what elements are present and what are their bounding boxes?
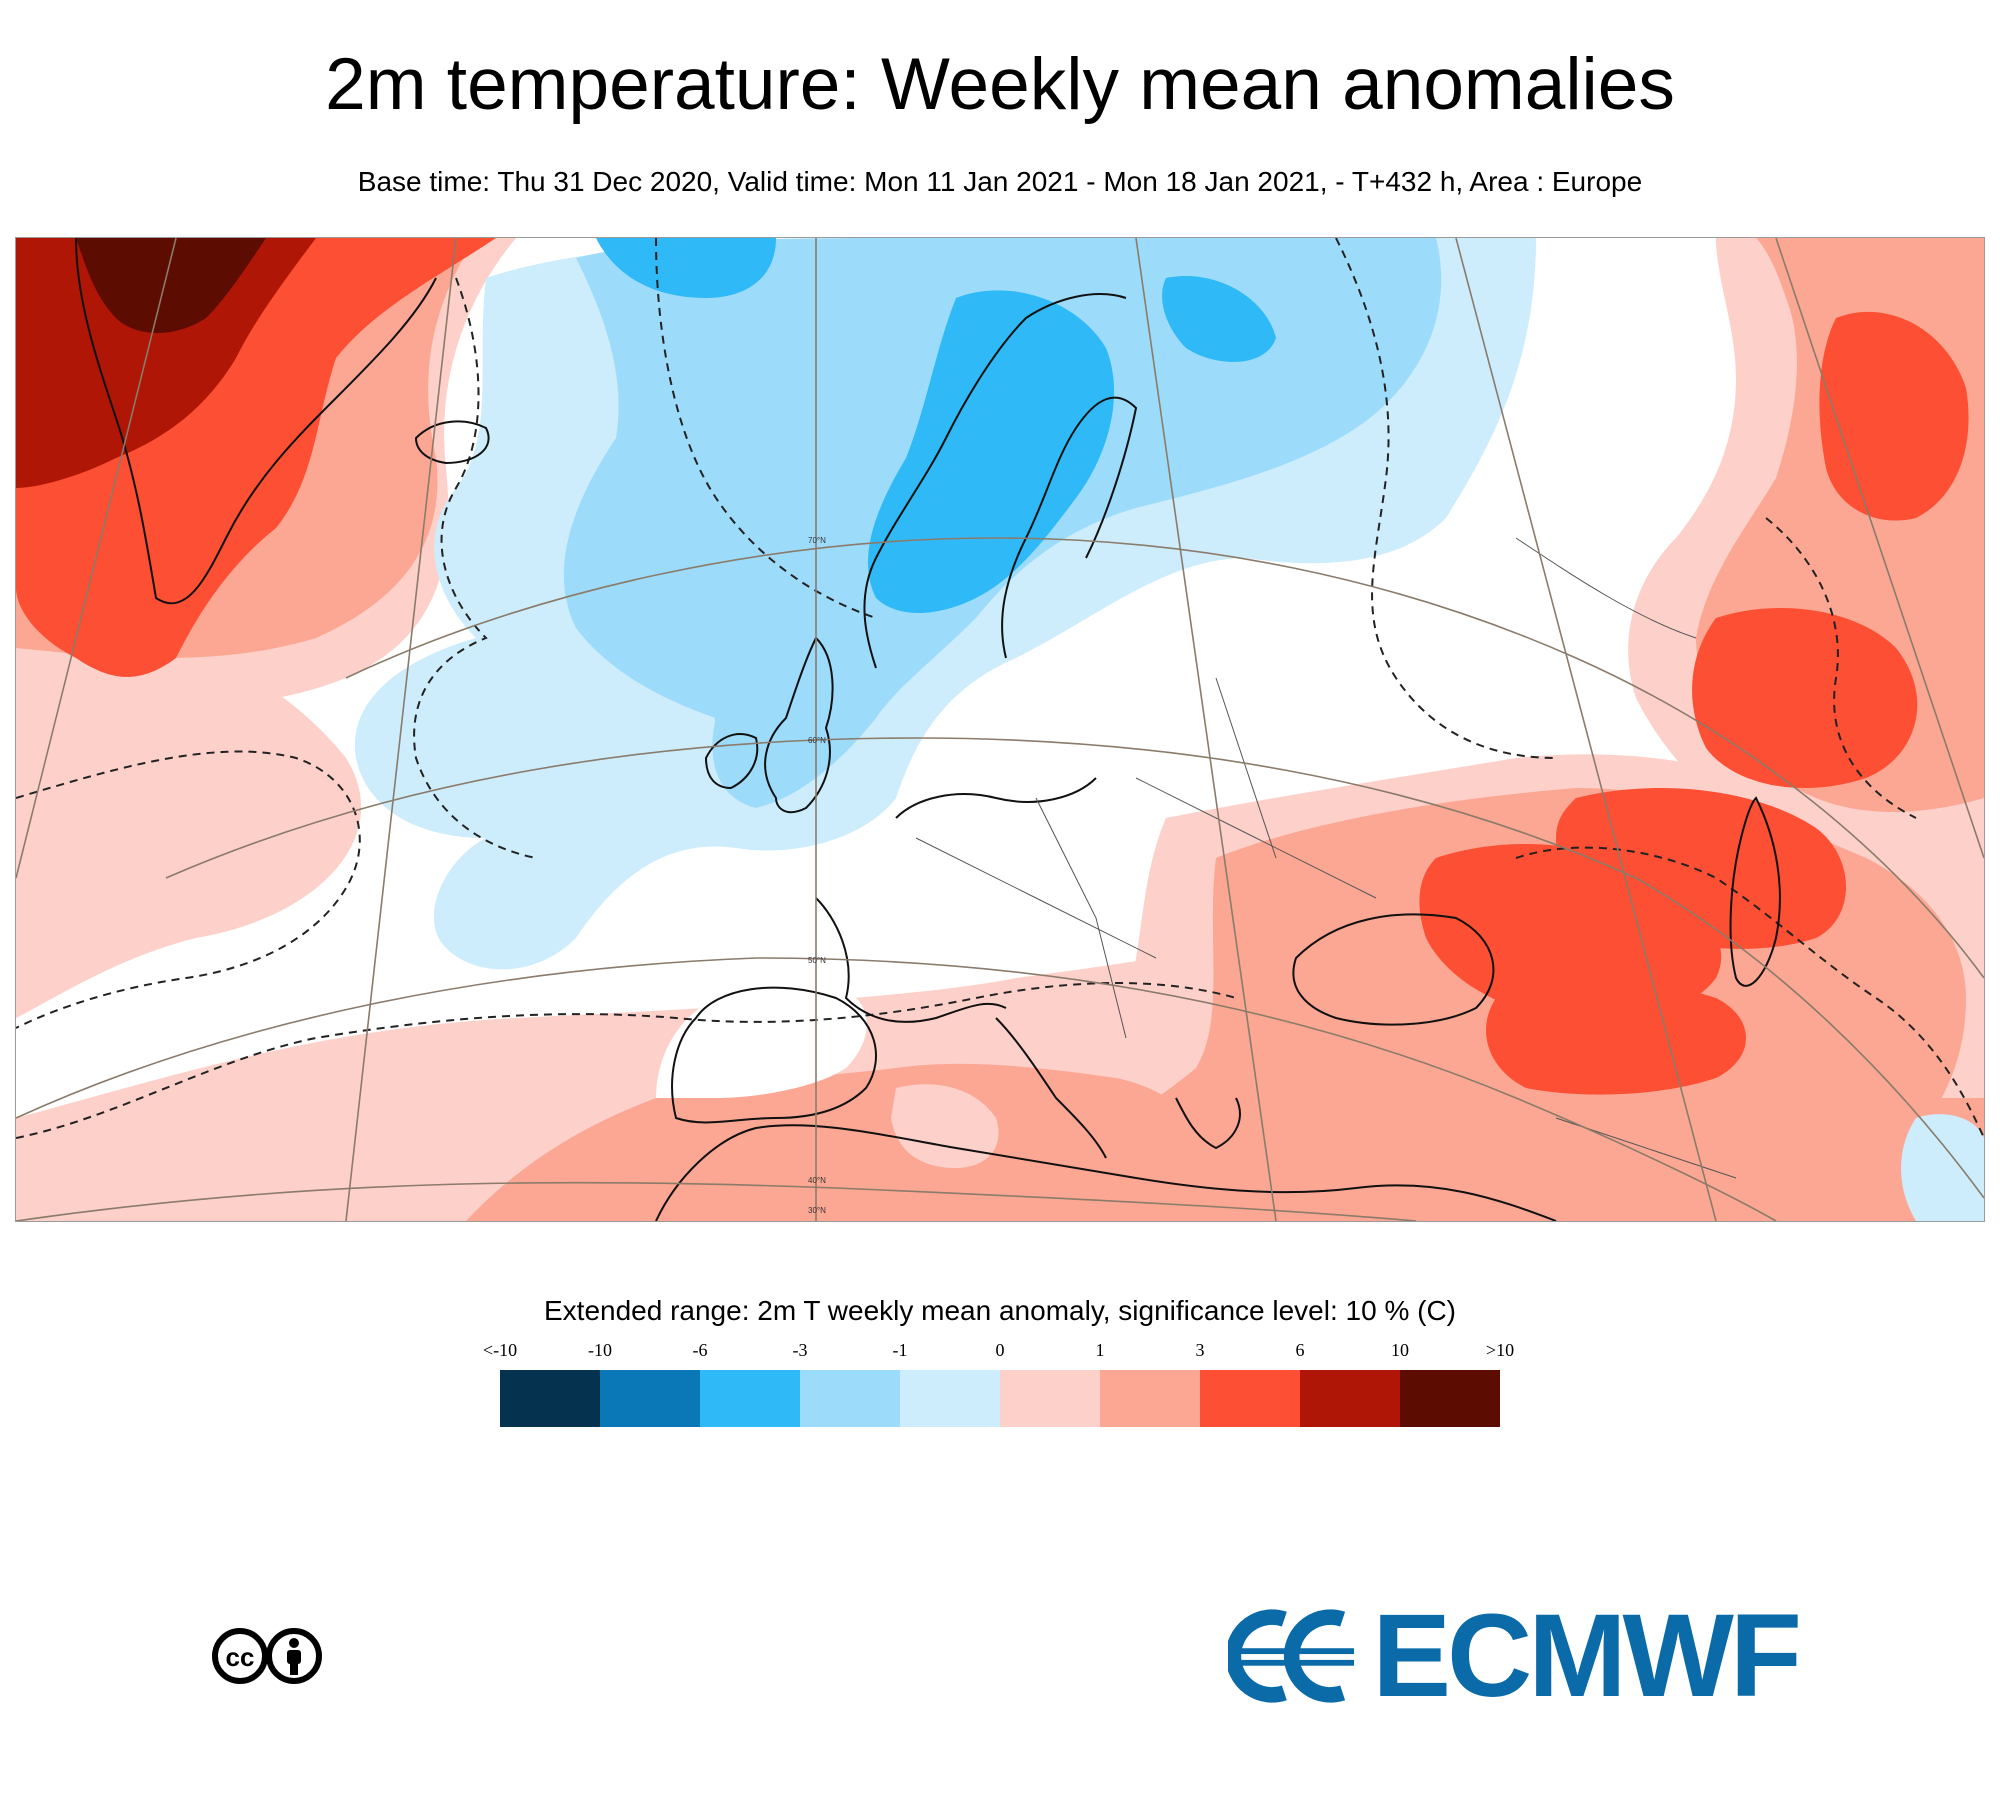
latitude-label: 70°N (808, 536, 826, 545)
legend-title: Extended range: 2m T weekly mean anomaly… (543, 1295, 1456, 1326)
anomaly-field-caspian-hot (1556, 788, 1846, 949)
anomaly-field-greenland-very-hot (16, 238, 316, 488)
anomaly-map[interactable]: 70°N 60°N 50°N 40°N 30°N (15, 237, 1985, 1222)
significance-contour-north-atlantic (413, 277, 537, 859)
anomaly-field-greenland-extreme (76, 238, 266, 333)
legend-tick: <-10 (482, 1340, 518, 1360)
legend-tick: -10 (588, 1340, 612, 1360)
legend-swatch-7 (1200, 1370, 1300, 1427)
legend-tick: -1 (892, 1340, 908, 1360)
cc-by-license-icon: cc (211, 1627, 323, 1685)
significance-contour-east (1765, 517, 1917, 819)
anomaly-field-anatolia-hot (1486, 983, 1746, 1095)
legend-tick: >10 (1485, 1340, 1515, 1360)
anomaly-field-atlas-light-warm (891, 1084, 999, 1168)
latitude-label: 30°N (808, 1206, 826, 1215)
anomaly-field-scandinavia-very-cold (867, 290, 1115, 613)
anomaly-fields (16, 238, 1984, 1221)
anomaly-field-ural-hot (1819, 311, 1969, 521)
anomaly-field-barents-cold-patch (1162, 276, 1276, 362)
anomaly-field-kazakhstan-hot (1692, 608, 1918, 788)
graticule-parallel-50n (16, 957, 1777, 1221)
legend-color-bar (500, 1370, 1500, 1427)
legend-swatch-5 (1000, 1370, 1100, 1427)
significance-contour-southern (16, 982, 1237, 1139)
legend-swatch-4 (900, 1370, 1000, 1427)
legend-tick: 10 (1391, 1340, 1409, 1360)
graticule-parallel-40n (16, 1181, 1417, 1221)
border-line (1215, 677, 1277, 859)
legend-swatch-3 (800, 1370, 900, 1427)
latitude-label: 60°N (808, 736, 826, 745)
anomaly-field-persian-gulf-light-cold (1901, 1114, 1984, 1221)
legend-tick: -6 (692, 1340, 708, 1360)
anomaly-field-svalbard-cold-patch (596, 238, 776, 298)
significance-contour-atlantic (16, 750, 361, 1029)
graticule-parallel-60n (165, 737, 1984, 1199)
graticule-parallel-70n (345, 537, 1984, 979)
coastline-sweden-finland (1001, 396, 1138, 659)
map-title: 2m temperature: Weekly mean anomalies (325, 44, 1675, 125)
anomaly-field-iberia-neutral (656, 983, 867, 1098)
coastline-britain (764, 636, 834, 814)
map-subtitle: Base time: Thu 31 Dec 2020, Valid time: … (357, 166, 1643, 197)
legend-tick: 6 (1295, 1340, 1305, 1360)
coastline-baltic (895, 777, 1097, 819)
significance-contours (16, 238, 1984, 1139)
legend-swatch-8 (1300, 1370, 1400, 1427)
graticule-meridian-40e (1455, 238, 1717, 1221)
legend-swatch-1 (600, 1370, 700, 1427)
significance-contour-russia (1335, 238, 1557, 759)
latitude-labels: 70°N 60°N 50°N 40°N 30°N (808, 536, 826, 1215)
significance-contour-middle-east (1515, 846, 1984, 1139)
coastline-black-sea (1292, 913, 1495, 1026)
legend-swatch-0 (500, 1370, 600, 1427)
country-borders (915, 537, 1737, 1179)
coastline-greece (1175, 1097, 1241, 1150)
legend-tick: -3 (792, 1340, 808, 1360)
legend-swatch-9 (1400, 1370, 1500, 1427)
coastline-france (815, 897, 1007, 1023)
border-line (1135, 777, 1377, 899)
coastline-north-africa (655, 1124, 1557, 1221)
legend-tick: 0 (995, 1340, 1005, 1360)
border-line (1035, 797, 1127, 1039)
legend-tick-labels: <-10 -10 -6 -3 -1 0 1 3 6 10 >10 (483, 1340, 1514, 1370)
latitude-label: 40°N (808, 1176, 826, 1185)
graticule-meridian-20e (1135, 238, 1277, 1221)
coastline-iceland (414, 420, 490, 465)
coastline-iberia (671, 986, 877, 1124)
graticule-meridian-60e (1775, 238, 1984, 859)
graticule (16, 238, 1984, 1221)
legend-swatch-2 (700, 1370, 800, 1427)
coastline-caspian (1729, 796, 1781, 987)
ecmwf-logo[interactable]: ECMWF (1228, 1590, 1802, 1722)
latitude-label: 50°N (808, 956, 826, 965)
legend-swatch-6 (1100, 1370, 1200, 1427)
coastline-italy (995, 1017, 1107, 1159)
legend-tick: 1 (1095, 1340, 1105, 1360)
border-line (915, 837, 1157, 959)
graticule-meridian-40w (16, 238, 177, 879)
map-canvas: 70°N 60°N 50°N 40°N 30°N (16, 238, 1984, 1221)
svg-text:cc: cc (226, 1642, 255, 1672)
anomaly-field-north-sea-cold-patch (713, 648, 836, 788)
coastline-ireland (704, 733, 759, 790)
border-line (1515, 537, 1697, 639)
coastline-norway (863, 293, 1127, 669)
coastline-greenland (75, 238, 437, 605)
ecmwf-wordmark: ECMWF (1372, 1590, 1802, 1722)
graticule-meridian-20w (345, 238, 457, 1221)
ecmwf-symbol-icon (1228, 1609, 1355, 1703)
legend-tick: 3 (1195, 1340, 1205, 1360)
coastlines (75, 238, 1781, 1221)
